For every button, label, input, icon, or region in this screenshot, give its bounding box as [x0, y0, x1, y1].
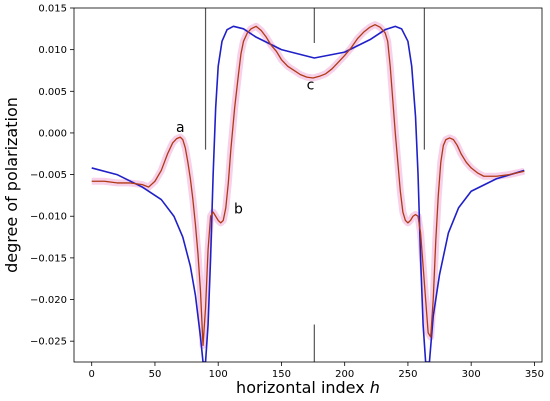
x-tick-label-3: 150: [272, 369, 291, 380]
x-tick-label-1: 50: [149, 369, 162, 380]
x-axis-label: horizontal index h: [236, 378, 380, 397]
x-tick-label-0: 0: [89, 369, 95, 380]
y-tick-label-3: −0.010: [30, 212, 67, 223]
series-line-0: [91, 25, 525, 362]
x-tick-label-2: 100: [209, 369, 228, 380]
y-tick-label-8: 0.015: [38, 4, 67, 15]
y-tick-label-6: 0.005: [38, 87, 67, 98]
y-tick-label-5: 0.000: [38, 128, 67, 139]
x-tick-label-7: 350: [525, 369, 544, 380]
x-tick-label-4: 200: [335, 369, 354, 380]
y-tick-label-4: −0.005: [30, 170, 67, 181]
y-tick-label-2: −0.015: [30, 253, 67, 264]
y-tick-label-7: 0.010: [38, 45, 67, 56]
y-axis-label: degree of polarization: [2, 97, 21, 273]
annotation-b: b: [234, 202, 243, 218]
annotations: a b c: [176, 78, 314, 218]
annotation-c: c: [307, 78, 315, 94]
x-tick-label-6: 300: [462, 369, 481, 380]
y-tick-label-1: −0.020: [30, 295, 67, 306]
x-tick-label-5: 250: [398, 369, 417, 380]
ticks: 0 50 100 150 200 250 300 350 −0.025 −0.020 −0.015 −…: [30, 4, 544, 381]
axes-frame: [73, 7, 543, 363]
series-line-1: [91, 24, 525, 346]
measured-band: [91, 21, 526, 349]
y-tick-label-0: −0.025: [30, 337, 67, 348]
annotation-a: a: [176, 120, 185, 136]
plot-area: [91, 8, 526, 362]
